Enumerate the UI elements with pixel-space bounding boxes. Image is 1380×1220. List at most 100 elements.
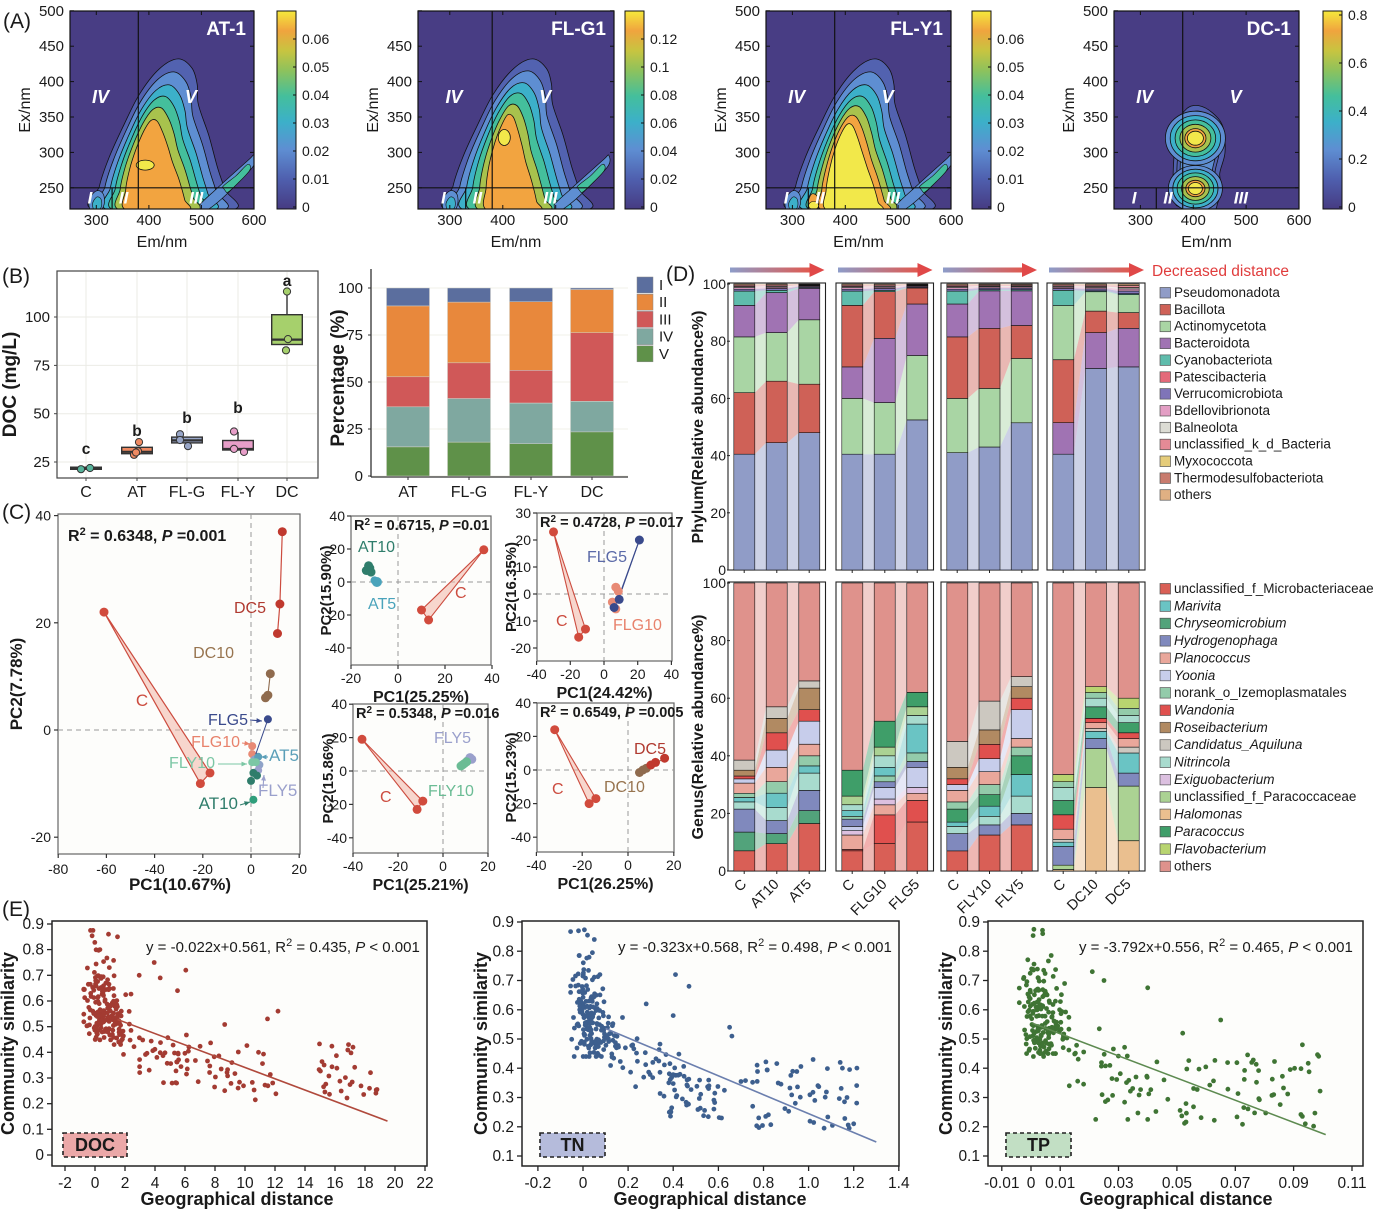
svg-text:40: 40 <box>515 695 531 711</box>
svg-text:250: 250 <box>1083 180 1108 197</box>
svg-text:1.2: 1.2 <box>843 1175 865 1192</box>
svg-text:unclassified_k_d_Bacteria: unclassified_k_d_Bacteria <box>1174 437 1331 452</box>
svg-text:40: 40 <box>331 696 347 712</box>
svg-text:DC5: DC5 <box>634 741 666 758</box>
svg-text:Geographical distance: Geographical distance <box>613 1189 806 1209</box>
svg-text:400: 400 <box>490 212 515 229</box>
svg-text:V: V <box>659 346 669 363</box>
svg-text:600: 600 <box>241 212 266 229</box>
svg-text:300: 300 <box>1083 144 1108 161</box>
svg-text:0: 0 <box>337 574 345 590</box>
svg-text:DC: DC <box>580 484 603 501</box>
svg-text:18: 18 <box>356 1175 373 1192</box>
svg-text:PC2(15.90%): PC2(15.90%) <box>318 545 335 635</box>
svg-text:-20: -20 <box>325 607 345 623</box>
svg-text:25: 25 <box>346 421 363 438</box>
svg-text:AT5: AT5 <box>368 596 396 613</box>
svg-text:III: III <box>189 188 204 207</box>
svg-text:Em/nm: Em/nm <box>1181 234 1232 251</box>
svg-text:300: 300 <box>84 212 109 229</box>
svg-text:1.4: 1.4 <box>888 1175 910 1192</box>
svg-text:C: C <box>80 484 92 501</box>
svg-text:14: 14 <box>296 1175 314 1192</box>
svg-text:(E): (E) <box>2 898 30 921</box>
svg-text:Halomonas: Halomonas <box>1174 807 1243 822</box>
svg-text:0.3: 0.3 <box>958 1090 980 1107</box>
svg-text:20: 20 <box>329 541 345 557</box>
svg-text:0.02: 0.02 <box>997 143 1024 159</box>
svg-text:DC10: DC10 <box>193 645 234 662</box>
svg-text:50: 50 <box>346 374 363 391</box>
svg-text:20: 20 <box>386 1175 404 1192</box>
svg-text:I: I <box>1132 188 1138 207</box>
svg-text:40: 40 <box>710 748 726 764</box>
svg-text:III: III <box>659 311 672 328</box>
svg-text:100: 100 <box>703 575 727 591</box>
svg-text:FL-G: FL-G <box>451 484 487 501</box>
svg-text:0.9: 0.9 <box>22 916 44 933</box>
svg-text:R2 = 0.6549, P =0.005: R2 = 0.6549, P =0.005 <box>540 704 683 722</box>
svg-text:PC2(16.35%): PC2(16.35%) <box>503 542 520 632</box>
svg-text:Bacillota: Bacillota <box>1174 302 1226 317</box>
svg-text:0: 0 <box>650 199 658 215</box>
svg-text:0.03: 0.03 <box>1103 1175 1133 1192</box>
svg-text:300: 300 <box>39 144 64 161</box>
svg-text:FL-Y1: FL-Y1 <box>890 19 943 40</box>
svg-text:20: 20 <box>35 615 51 631</box>
svg-text:0.8: 0.8 <box>753 1175 775 1192</box>
svg-text:450: 450 <box>387 38 412 55</box>
svg-text:450: 450 <box>735 38 760 55</box>
svg-text:0.04: 0.04 <box>650 143 677 159</box>
svg-text:Em/nm: Em/nm <box>833 234 884 251</box>
svg-text:-20: -20 <box>511 796 531 812</box>
svg-text:Myxococcota: Myxococcota <box>1174 454 1253 469</box>
svg-text:0.6: 0.6 <box>492 1002 514 1019</box>
svg-text:500: 500 <box>189 212 214 229</box>
svg-text:AT: AT <box>398 484 417 501</box>
svg-text:C: C <box>556 613 568 630</box>
svg-text:Exiguobacterium: Exiguobacterium <box>1174 772 1275 787</box>
svg-text:250: 250 <box>387 180 412 197</box>
svg-text:Wandonia: Wandonia <box>1174 702 1235 717</box>
svg-text:0.01: 0.01 <box>302 171 329 187</box>
svg-text:-40: -40 <box>343 858 363 874</box>
svg-text:FLY5: FLY5 <box>258 781 297 800</box>
svg-text:0.1: 0.1 <box>492 1148 514 1165</box>
svg-text:50: 50 <box>33 406 50 423</box>
svg-text:0.1: 0.1 <box>958 1148 980 1165</box>
svg-text:others: others <box>1174 487 1212 502</box>
svg-text:V: V <box>1230 87 1244 107</box>
svg-text:0.7: 0.7 <box>492 973 514 990</box>
svg-text:20: 20 <box>515 728 531 744</box>
svg-text:Bacteroidota: Bacteroidota <box>1174 336 1250 351</box>
svg-text:0: 0 <box>718 863 726 879</box>
svg-text:0.7: 0.7 <box>958 973 980 990</box>
svg-text:0.05: 0.05 <box>997 59 1024 75</box>
svg-text:40: 40 <box>664 666 680 682</box>
svg-text:DOC (mg/L): DOC (mg/L) <box>0 332 21 438</box>
svg-text:b: b <box>182 410 191 427</box>
svg-text:0: 0 <box>355 468 363 485</box>
svg-text:400: 400 <box>39 74 64 91</box>
svg-text:450: 450 <box>1083 38 1108 55</box>
svg-text:-40: -40 <box>325 640 345 656</box>
svg-text:0.03: 0.03 <box>997 115 1024 131</box>
svg-text:FL-G1: FL-G1 <box>551 19 606 40</box>
svg-text:V: V <box>185 87 199 107</box>
svg-text:Yoonia: Yoonia <box>1174 668 1216 683</box>
svg-text:500: 500 <box>735 3 760 20</box>
svg-text:100: 100 <box>338 280 363 297</box>
svg-text:0.2: 0.2 <box>1348 151 1368 167</box>
svg-text:Balneolota: Balneolota <box>1174 420 1238 435</box>
svg-text:-40: -40 <box>327 830 347 846</box>
svg-text:0: 0 <box>302 199 310 215</box>
svg-text:Chryseomicrobium: Chryseomicrobium <box>1174 616 1287 631</box>
svg-text:Em/nm: Em/nm <box>491 234 542 251</box>
svg-text:30: 30 <box>515 505 531 521</box>
svg-text:0.2: 0.2 <box>492 1119 514 1136</box>
svg-text:TP: TP <box>1027 1135 1050 1155</box>
svg-text:0: 0 <box>997 199 1005 215</box>
svg-text:0: 0 <box>523 586 531 602</box>
svg-text:Actinomycetota: Actinomycetota <box>1174 319 1267 334</box>
svg-text:0: 0 <box>35 1147 44 1164</box>
